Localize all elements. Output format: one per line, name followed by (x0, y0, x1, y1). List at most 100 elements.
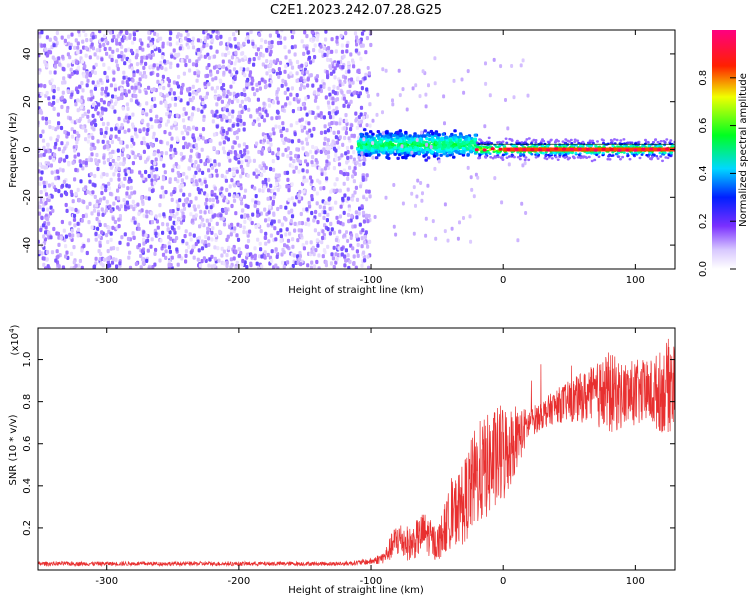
signal-cell (581, 156, 585, 159)
noise-cell (299, 76, 303, 81)
noise-cell (188, 97, 192, 102)
noise-cell (145, 131, 149, 136)
noise-cell (237, 247, 241, 252)
noise-cell (88, 201, 92, 206)
noise-cell (268, 63, 272, 68)
noise-cell (107, 229, 111, 234)
noise-cell (276, 33, 281, 38)
noise-cell (60, 35, 64, 40)
noise-cell (161, 222, 165, 227)
noise-cell (189, 212, 193, 217)
noise-cell (305, 34, 309, 39)
noise-cell (106, 144, 110, 149)
noise-cell (157, 124, 161, 129)
noise-cell (276, 206, 280, 212)
noise-cell (127, 47, 131, 52)
noise-cell (345, 230, 348, 235)
noise-cell (132, 36, 137, 41)
signal-cell (600, 138, 604, 141)
noise-cell (332, 69, 336, 74)
noise-cell (144, 169, 148, 175)
noise-cell (338, 135, 342, 140)
noise-cell (293, 52, 297, 57)
noise-cell (39, 190, 43, 195)
noise-cell (147, 85, 151, 90)
noise-cell (276, 151, 280, 156)
noise-cell (351, 174, 355, 179)
noise-cell (169, 236, 173, 241)
noise-cell (352, 133, 356, 138)
noise-cell (138, 155, 143, 161)
noise-cell (85, 38, 89, 43)
noise-cell (132, 32, 136, 37)
noise-cell (113, 101, 117, 106)
noise-cell (218, 114, 223, 119)
noise-cell (326, 138, 330, 143)
signal-cell (641, 147, 646, 151)
noise-cell (244, 97, 248, 102)
noise-cell (259, 44, 263, 50)
noise-cell (203, 104, 207, 109)
noise-cell (59, 235, 63, 241)
noise-cell (226, 151, 230, 156)
noise-cell (111, 216, 115, 221)
noise-cell (182, 136, 186, 141)
noise-cell (365, 173, 369, 178)
signal-cell (637, 151, 641, 154)
noise-cell (194, 143, 198, 148)
noise-cell (44, 149, 48, 154)
noise-cell (207, 236, 211, 241)
noise-cell (65, 108, 69, 113)
noise-cell (186, 101, 190, 106)
noise-cell (196, 107, 200, 112)
noise-cell (279, 234, 283, 239)
noise-cell (99, 128, 103, 133)
noise-cell (326, 150, 331, 155)
noise-cell (333, 75, 337, 80)
noise-cell (185, 241, 189, 246)
noise-cell (305, 169, 309, 174)
noise-cell (119, 126, 123, 131)
noise-cell (203, 54, 207, 59)
noise-cell (336, 85, 340, 91)
noise-cell (137, 85, 141, 90)
noise-cell (295, 93, 299, 98)
noise-cell (94, 105, 98, 110)
colorbar-gradient (712, 30, 736, 269)
signal-cell (436, 149, 440, 153)
noise-cell (275, 58, 280, 63)
noise-cell (164, 249, 168, 254)
noise-cell (153, 161, 157, 166)
signal-cell (638, 156, 642, 160)
noise-cell (247, 107, 251, 112)
noise-cell (366, 219, 370, 224)
noise-cell (345, 49, 349, 54)
noise-cell (129, 185, 133, 190)
noise-cell (101, 212, 105, 217)
noise-cell (344, 151, 348, 156)
noise-cell (110, 57, 114, 63)
signal-cell (665, 138, 669, 141)
noise-cell (42, 234, 46, 239)
noise-cell (307, 121, 311, 126)
noise-cell (468, 214, 472, 219)
noise-cell (359, 112, 363, 117)
noise-cell (81, 113, 85, 118)
noise-cell (411, 86, 415, 91)
noise-cell (359, 43, 363, 48)
noise-cell (163, 130, 167, 135)
noise-cell (412, 231, 416, 236)
noise-cell (296, 254, 300, 259)
noise-cell (211, 119, 215, 124)
noise-cell (340, 153, 344, 158)
noise-cell (302, 189, 306, 194)
noise-cell (47, 221, 51, 226)
noise-cell (176, 203, 180, 208)
signal-cell (397, 150, 401, 154)
noise-cell (326, 128, 330, 133)
noise-cell (52, 95, 56, 100)
signal-cell (585, 156, 589, 159)
signal-cell (421, 140, 426, 144)
noise-cell (53, 152, 57, 157)
signal-cell (587, 151, 591, 154)
